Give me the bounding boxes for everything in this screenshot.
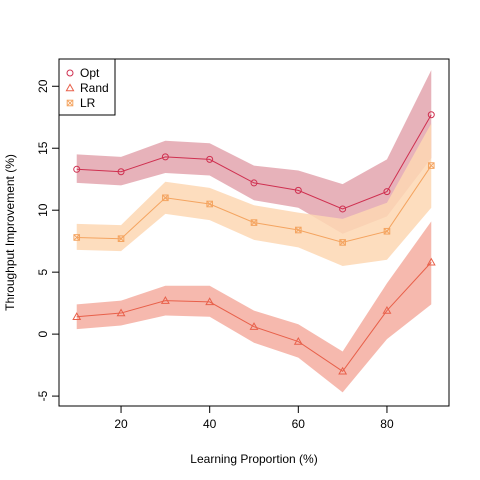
series-line-opt — [76, 114, 432, 210]
series-line-rand — [76, 261, 432, 372]
point-opt-50 — [250, 179, 258, 187]
x-tick-label-20: 20 — [114, 417, 128, 431]
point-opt-10 — [73, 165, 81, 173]
x-axis: 20 40 60 80 — [114, 406, 394, 431]
point-opt-90 — [427, 111, 435, 119]
point-lr-70 — [339, 239, 346, 246]
point-opt-60 — [294, 186, 302, 194]
band-rand — [76, 221, 432, 393]
point-rand-40 — [205, 297, 215, 306]
point-lr-80 — [383, 227, 391, 235]
x-tick-label-80: 80 — [380, 417, 394, 431]
point-opt-70 — [339, 205, 347, 213]
point-rand-70 — [338, 366, 348, 375]
point-rand-10 — [72, 312, 82, 320]
point-opt-20 — [117, 168, 125, 176]
legend-marker-lr — [66, 99, 74, 107]
legend-marker-opt — [66, 69, 74, 77]
point-rand-90 — [426, 257, 436, 266]
point-lr-60 — [295, 226, 302, 234]
legend-label-opt: Opt — [80, 66, 100, 80]
point-opt-40 — [206, 155, 214, 163]
x-axis-title: Learning Proportion (%) — [190, 452, 317, 466]
point-lr-20 — [117, 235, 125, 242]
point-rand-50 — [249, 322, 259, 330]
y-tick-label-10: 10 — [36, 203, 50, 217]
point-rand-60 — [293, 336, 303, 345]
point-rand-80 — [382, 305, 392, 314]
band-lr — [76, 123, 432, 266]
y-tick-label-20: 20 — [36, 79, 50, 93]
point-opt-30 — [161, 153, 169, 161]
series-markers — [72, 111, 436, 375]
legend-marker-rand — [65, 83, 75, 92]
x-tick-label-60: 60 — [292, 417, 306, 431]
band-opt — [76, 70, 432, 234]
point-lr-10 — [73, 234, 81, 241]
point-lr-40 — [206, 200, 213, 208]
y-tick-label-5: 5 — [36, 269, 50, 276]
legend-label-lr: LR — [80, 96, 96, 110]
point-opt-80 — [383, 188, 391, 196]
y-axis-title: Throughput Improvement (%) — [3, 154, 17, 311]
y-axis: -5 0 5 10 15 20 — [36, 79, 59, 401]
point-rand-30 — [160, 296, 170, 304]
y-tick-label--5: -5 — [36, 390, 50, 401]
x-tick-label-40: 40 — [203, 417, 217, 431]
y-tick-label-15: 15 — [36, 141, 50, 155]
confidence-bands — [76, 70, 432, 393]
point-lr-30 — [162, 194, 169, 202]
y-tick-label-0: 0 — [36, 330, 50, 337]
point-rand-20 — [116, 308, 126, 317]
point-lr-50 — [250, 219, 258, 226]
point-lr-90 — [427, 162, 435, 169]
legend-label-rand: Rand — [80, 81, 109, 95]
plot-frame — [58, 58, 450, 407]
